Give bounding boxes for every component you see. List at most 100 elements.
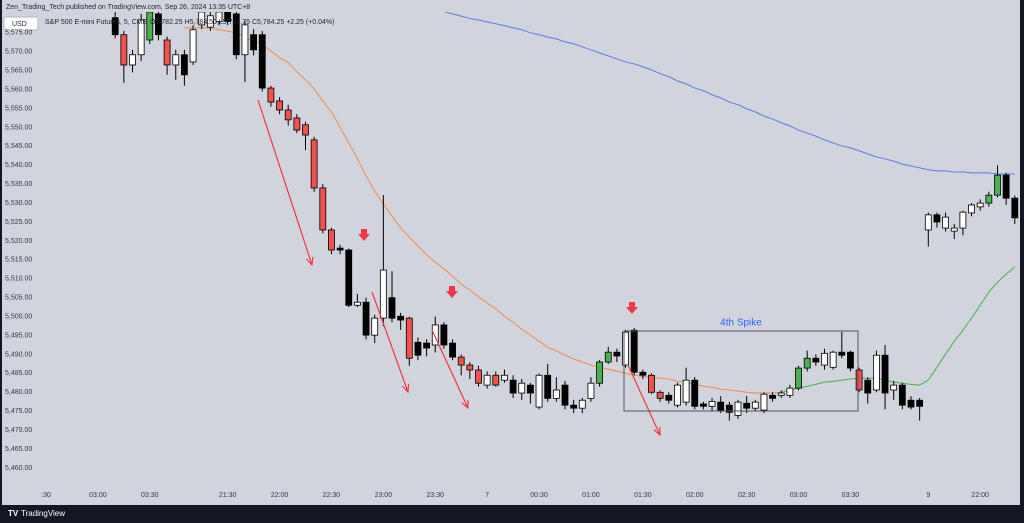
candle-body (345, 249, 353, 306)
candle-body (855, 369, 863, 391)
candle-body (215, 12, 223, 22)
arrow (627, 364, 660, 435)
candle-body (700, 403, 707, 407)
y-tick-label: 5,525.00 (5, 219, 32, 226)
candle-body (665, 394, 673, 401)
x-tick-label: 03:00 (89, 492, 107, 499)
candle-body (146, 12, 154, 41)
candle-body (319, 187, 327, 231)
y-tick-label: 5,560.00 (5, 86, 32, 93)
candle-body (371, 317, 379, 336)
candle-body (942, 216, 949, 229)
y-tick-label: 5,535.00 (5, 181, 32, 188)
y-tick-label: 5,555.00 (5, 105, 32, 112)
candle-body (734, 401, 742, 416)
y-tick-label: 5,490.00 (5, 351, 32, 358)
x-tick-label: 22:00 (271, 492, 289, 499)
candle-body (457, 356, 465, 366)
candle-body (527, 384, 534, 394)
x-tick-label: 22:00 (971, 492, 989, 499)
x-tick-label: 01:00 (582, 492, 600, 499)
y-tick-label: 5,565.00 (5, 67, 32, 74)
candle-body (172, 54, 180, 66)
candle-body (968, 204, 975, 214)
candle-body (501, 374, 508, 381)
candle-body (725, 404, 733, 413)
candle-body (829, 351, 837, 368)
candle-body (596, 361, 603, 384)
candle-body (881, 354, 889, 394)
candle-body (137, 19, 145, 56)
candle-body (803, 357, 811, 369)
candle-body (708, 400, 716, 407)
candle-body (293, 117, 301, 131)
candle-body (163, 39, 171, 66)
y-tick-label: 5,575.00 (5, 30, 32, 37)
x-tick-label: 02:30 (738, 492, 756, 499)
currency-box (3, 16, 39, 31)
candle-body (933, 214, 941, 223)
y-tick-label: 5,545.00 (5, 143, 32, 150)
candle-body (994, 174, 1001, 196)
currency: USD (12, 21, 27, 28)
arrow (371, 291, 408, 392)
candle-body (449, 342, 456, 358)
candle-body (466, 364, 474, 371)
candle-body (180, 54, 188, 76)
down-marker (446, 286, 458, 298)
candle-body (362, 301, 370, 336)
candle-body (405, 317, 413, 359)
candle-body (1011, 197, 1019, 219)
x-tick-label: 02:00 (686, 492, 704, 499)
y-tick-label: 5,540.00 (5, 162, 32, 169)
candle-body (587, 382, 595, 399)
candle-body (431, 324, 439, 346)
y-tick-label: 5,480.00 (5, 389, 32, 396)
candle-body (206, 15, 214, 28)
symbol: S&P 500 E-mini Futures, 5, CME (45, 19, 148, 26)
moving-average (443, 12, 1015, 175)
candle-body (648, 374, 655, 393)
y-tick-label: 5,485.00 (5, 370, 32, 377)
candle-body (224, 12, 232, 22)
candle-body (769, 394, 776, 399)
y-tick-label: 5,510.00 (5, 276, 32, 283)
candle-body (111, 17, 119, 36)
candle-body (838, 351, 846, 356)
x-tick-label: 9 (926, 492, 930, 499)
y-tick-label: 5,470.00 (5, 427, 32, 434)
y-tick-label: 5,460.00 (5, 465, 32, 472)
candle-body (483, 374, 491, 386)
candle-body (873, 354, 880, 391)
candle-body (656, 391, 664, 399)
candle-body (328, 229, 335, 251)
candle-body (198, 12, 206, 26)
candle-body (812, 357, 820, 363)
x-tick-label: 7 (485, 492, 489, 499)
spike-box (623, 330, 859, 412)
candle-body (916, 399, 924, 407)
y-tick-label: 5,475.00 (5, 408, 32, 415)
moving-average (184, 27, 782, 394)
candle-body (258, 34, 266, 89)
candle-body (155, 13, 162, 36)
candle-body (336, 247, 344, 251)
logo: TV (8, 509, 19, 518)
candle-body (907, 399, 915, 408)
down-marker (358, 229, 370, 241)
candle-body (777, 392, 785, 396)
candle-body (743, 402, 751, 409)
candle-body (751, 401, 759, 409)
x-tick-label: :30 (41, 492, 51, 499)
down-marker (626, 302, 638, 314)
candle-body (189, 29, 197, 63)
moving-average (781, 266, 1016, 393)
candle-body (241, 24, 249, 56)
y-tick-label: 5,500.00 (5, 313, 32, 320)
y-tick-label: 5,515.00 (5, 257, 32, 264)
y-tick-label: 5,530.00 (5, 200, 32, 207)
candle-body (232, 13, 240, 56)
candle-body (959, 211, 967, 229)
